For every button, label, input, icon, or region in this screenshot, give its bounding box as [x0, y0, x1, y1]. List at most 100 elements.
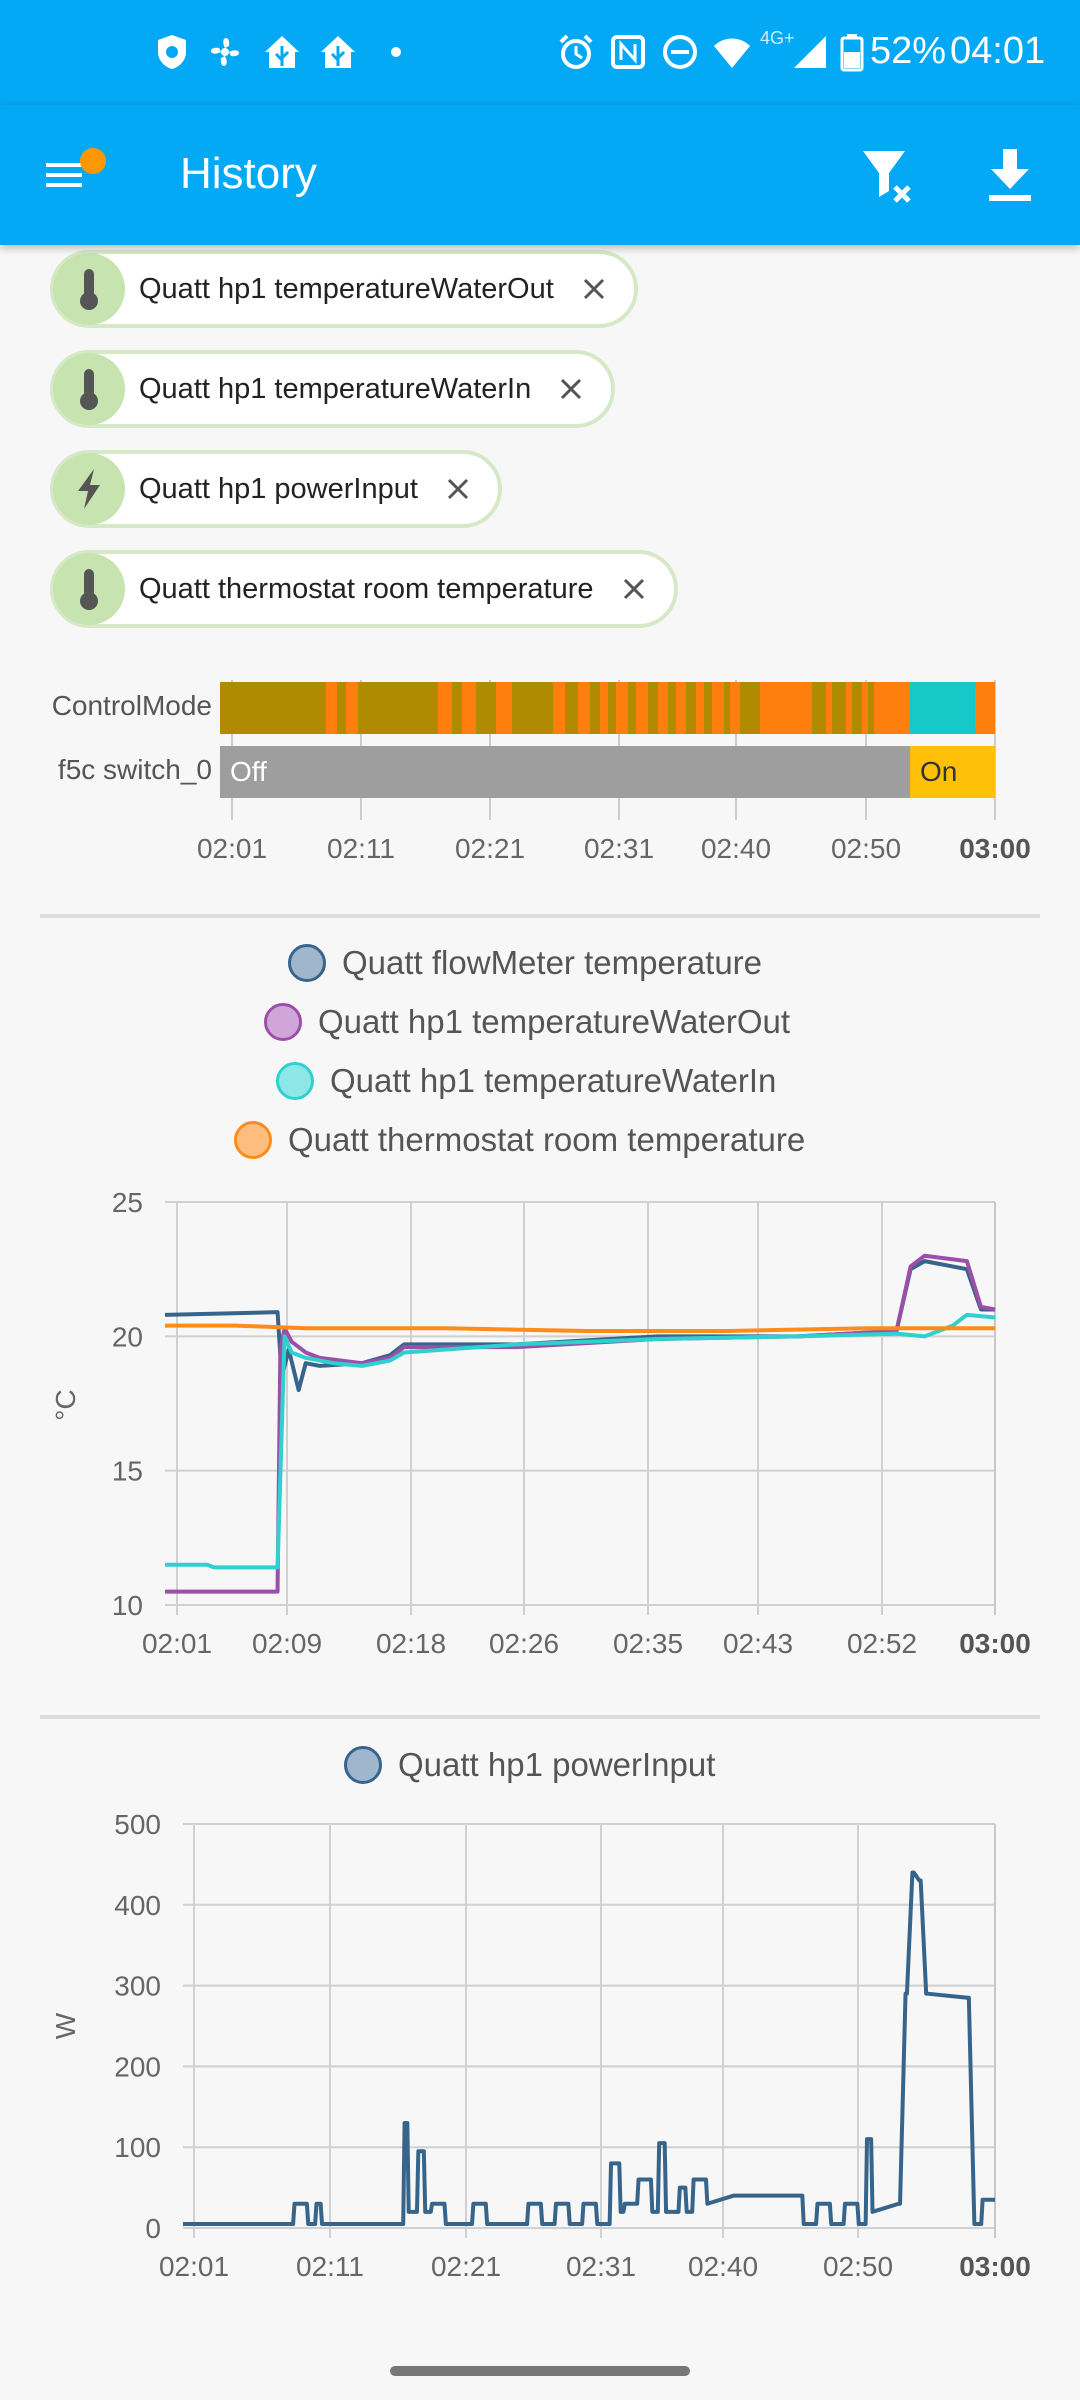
battery-icon — [840, 34, 864, 72]
x-tick-label: 02:18 — [376, 1628, 446, 1659]
network-type-label: 4G+ — [760, 28, 795, 48]
x-tick-label: 03:00 — [959, 833, 1031, 864]
x-tick-label: 02:40 — [688, 2251, 758, 2282]
control-mode-segment[interactable] — [578, 682, 590, 734]
download-button[interactable] — [975, 141, 1045, 211]
legend-item[interactable]: Quatt thermostat room temperature — [234, 1115, 805, 1165]
series-line-3[interactable] — [165, 1323, 995, 1333]
thermometer-icon — [53, 353, 125, 425]
control-mode-segment[interactable] — [696, 682, 704, 734]
download-icon — [989, 149, 1031, 201]
thermometer-icon — [53, 253, 125, 325]
control-mode-segment[interactable] — [826, 682, 832, 734]
x-tick-label: 02:01 — [142, 1628, 212, 1659]
filter-remove-icon — [863, 151, 911, 203]
control-mode-segment[interactable] — [862, 682, 868, 734]
control-mode-segment[interactable] — [975, 682, 995, 734]
battery-percentage: 52% — [870, 30, 947, 72]
y-tick-label: 20 — [112, 1321, 143, 1352]
y-axis-label: °C — [50, 1389, 81, 1420]
series-line-0[interactable] — [164, 1259, 995, 1393]
control-mode-segment[interactable] — [438, 682, 452, 734]
x-tick-label: 03:00 — [959, 1628, 1031, 1659]
control-mode-segment[interactable] — [462, 682, 476, 734]
close-icon[interactable] — [438, 469, 478, 509]
clock: 04:01 — [950, 30, 1046, 72]
close-icon[interactable] — [574, 269, 614, 309]
entity-chip[interactable]: Quatt hp1 temperatureWaterIn — [50, 350, 616, 428]
thermometer-icon — [53, 553, 125, 625]
home-assistant-icon — [265, 36, 299, 68]
control-mode-segment[interactable] — [496, 682, 512, 734]
status-bar: 4G+ 52% 04:01 — [0, 0, 1080, 105]
legend-swatch — [276, 1062, 314, 1100]
control-mode-segment[interactable] — [760, 682, 812, 734]
switch-on-bar[interactable] — [910, 746, 995, 798]
legend-swatch — [288, 944, 326, 982]
y-tick-label: 400 — [114, 1890, 161, 1921]
x-tick-label: 02:50 — [831, 833, 901, 864]
page-title: History — [180, 149, 317, 198]
nfc-icon — [611, 35, 645, 69]
control-mode-segment[interactable] — [636, 682, 648, 734]
control-mode-segment[interactable] — [326, 682, 337, 734]
y-tick-label: 25 — [112, 1187, 143, 1218]
x-tick-label: 02:09 — [252, 1628, 322, 1659]
y-tick-label: 15 — [112, 1456, 143, 1487]
flash-icon — [53, 453, 125, 525]
x-tick-label: 02:50 — [823, 2251, 893, 2282]
control-mode-segment[interactable] — [616, 682, 628, 734]
timeline-chart[interactable]: Off On 02:01 02:11 02:21 02:31 02:40 02:50 03:… — [0, 660, 1080, 880]
x-tick-label: 02:43 — [723, 1628, 793, 1659]
x-tick-label: 02:40 — [701, 833, 771, 864]
y-tick-label: 0 — [145, 2213, 161, 2244]
switch-on-text: On — [920, 756, 957, 787]
timeline-row-label: ControlMode — [51, 690, 212, 721]
legend-item[interactable]: Quatt hp1 temperatureWaterIn — [276, 1056, 776, 1106]
switch-off-bar[interactable] — [220, 746, 910, 798]
control-mode-segment[interactable] — [658, 682, 668, 734]
entity-chip[interactable]: Quatt thermostat room temperature — [50, 550, 678, 628]
chip-label: Quatt hp1 temperatureWaterOut — [139, 272, 554, 305]
entity-chip[interactable]: Quatt hp1 powerInput — [50, 450, 502, 528]
control-mode-segment[interactable] — [553, 682, 565, 734]
control-mode-segment[interactable] — [712, 682, 724, 734]
timeline-row-label: f5c switch_0 — [57, 754, 212, 785]
home-indicator[interactable] — [390, 2366, 690, 2376]
series-line-0[interactable] — [183, 1870, 995, 2226]
section-divider — [40, 914, 1040, 918]
control-mode-segment[interactable] — [846, 682, 852, 734]
legend-item[interactable]: Quatt hp1 powerInput — [344, 1740, 715, 1790]
series-line-2[interactable] — [165, 1312, 996, 1570]
entity-chip[interactable]: Quatt hp1 temperatureWaterOut — [50, 250, 638, 328]
menu-button[interactable] — [36, 145, 106, 205]
alarm-icon — [559, 34, 593, 69]
legend-item[interactable]: Quatt flowMeter temperature — [288, 938, 762, 988]
y-tick-label: 100 — [114, 2132, 161, 2163]
legend-item[interactable]: Quatt hp1 temperatureWaterOut — [264, 997, 790, 1047]
x-tick-label: 02:21 — [455, 833, 525, 864]
legend-swatch — [264, 1003, 302, 1041]
x-tick-label: 02:52 — [847, 1628, 917, 1659]
chip-label: Quatt hp1 powerInput — [139, 472, 418, 505]
control-mode-segment[interactable] — [676, 682, 686, 734]
close-icon[interactable] — [614, 569, 654, 609]
control-mode-segment[interactable] — [346, 682, 358, 734]
chip-label: Quatt hp1 temperatureWaterIn — [139, 372, 532, 405]
control-mode-segment[interactable] — [874, 682, 910, 734]
chip-label: Quatt thermostat room temperature — [139, 572, 594, 605]
control-mode-segment[interactable] — [910, 682, 975, 734]
control-mode-segment[interactable] — [600, 682, 608, 734]
x-tick-label: 02:21 — [431, 2251, 501, 2282]
notification-badge — [80, 148, 106, 174]
shield-icon — [158, 35, 186, 69]
app-bar: History — [0, 105, 1080, 245]
series-line-1[interactable] — [165, 1253, 996, 1594]
temperature-chart[interactable]: 25 20 15 10 02:01 02:09 02:18 02:26 02:35 02:43 02… — [0, 1180, 1080, 1680]
clear-filter-button[interactable] — [855, 141, 925, 211]
close-icon[interactable] — [551, 369, 591, 409]
y-tick-label: 10 — [112, 1590, 143, 1621]
power-chart[interactable]: 500 400 300 200 100 0 02:01 02:11 02:21 02:31 02:4… — [0, 1800, 1080, 2300]
legend-label: Quatt flowMeter temperature — [342, 944, 763, 981]
control-mode-segment[interactable] — [730, 682, 740, 734]
